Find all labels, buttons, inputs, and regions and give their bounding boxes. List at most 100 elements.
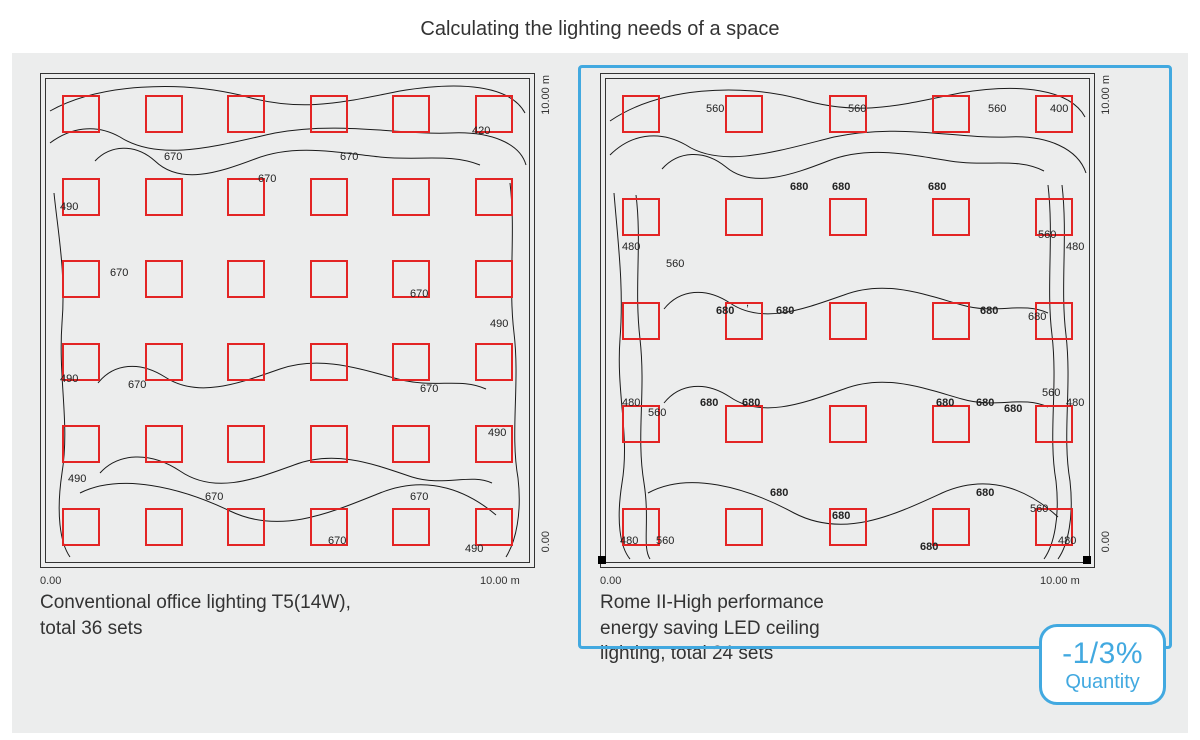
fixture-icon: [475, 260, 513, 298]
lux-value: 480: [1058, 535, 1076, 547]
fixture-icon: [310, 178, 348, 216]
plan-right: 560 560 560 400 680 680 680 480 560 560 480 680, 680…: [600, 73, 1095, 568]
lux-value: 680: [790, 181, 808, 193]
axis-x-max-right: 10.00 m: [1040, 575, 1080, 587]
plan-left-inner-border: [45, 78, 530, 563]
fixture-icon: [725, 95, 763, 133]
fixture-icon: [310, 343, 348, 381]
page-title: Calculating the lighting needs of a spac…: [0, 0, 1200, 53]
fixture-icon: [62, 425, 100, 463]
lux-value: 400: [1050, 103, 1068, 115]
fixture-icon: [392, 178, 430, 216]
lux-value: 560: [666, 258, 684, 270]
axis-x-min-right: 0.00: [600, 575, 621, 587]
fixture-icon: [829, 302, 867, 340]
fixture-icon: [622, 302, 660, 340]
lux-value: 670: [205, 491, 223, 503]
lux-value: ,: [746, 297, 749, 309]
lux-value: 680: [1004, 403, 1022, 415]
panel-conventional: 4206706704906706706704904906706704904906…: [40, 73, 550, 641]
lux-value: 680: [976, 397, 994, 409]
badge-label: Quantity: [1062, 671, 1143, 694]
lux-value: 560: [1038, 229, 1056, 241]
fixture-icon: [475, 178, 513, 216]
fixture-icon: [62, 95, 100, 133]
caption-right-line1: Rome II-High performance: [600, 590, 940, 616]
lux-value: 560: [1042, 387, 1060, 399]
lux-value: 670: [410, 491, 428, 503]
axis-x-max-left: 10.00 m: [480, 575, 520, 587]
lux-value: 420: [472, 125, 490, 137]
lux-value: 680: [832, 181, 850, 193]
lux-value: 680: [920, 541, 938, 553]
corner-dot-icon: [1083, 556, 1091, 564]
fixture-icon: [145, 95, 183, 133]
lux-value: 490: [488, 427, 506, 439]
caption-right-line3: lighting, total 24 sets: [600, 641, 940, 667]
fixture-icon: [392, 508, 430, 546]
fixture-icon: [932, 302, 970, 340]
fixture-icon: [227, 508, 265, 546]
lux-value: 680: [928, 181, 946, 193]
fixture-icon: [932, 198, 970, 236]
fixture-icon: [62, 508, 100, 546]
fixture-icon: [392, 95, 430, 133]
lux-value: 560: [706, 103, 724, 115]
caption-right-line2: energy saving LED ceiling: [600, 616, 940, 642]
axis-x-min-left: 0.00: [40, 575, 61, 587]
lux-value: 680: [1028, 311, 1046, 323]
lux-value: 480: [1066, 241, 1084, 253]
axis-y-max-left: 10.00 m: [540, 75, 552, 115]
lux-value: 490: [490, 318, 508, 330]
caption-right: Rome II-High performance energy saving L…: [600, 590, 940, 667]
corner-dot-icon: [598, 556, 606, 564]
fixture-icon: [62, 260, 100, 298]
fixture-icon: [1035, 405, 1073, 443]
caption-left: Conventional office lighting T5(14W), to…: [40, 590, 550, 641]
fixture-icon: [145, 178, 183, 216]
lux-value: 680: [776, 305, 794, 317]
fixture-icon: [392, 343, 430, 381]
fixture-icon: [227, 95, 265, 133]
fixture-icon: [932, 95, 970, 133]
caption-left-line1: Conventional office lighting T5(14W),: [40, 590, 550, 616]
lux-value: 560: [988, 103, 1006, 115]
fixture-icon: [227, 343, 265, 381]
lux-value: 480: [1066, 397, 1084, 409]
lux-value: 680: [936, 397, 954, 409]
savings-badge: -1/3% Quantity: [1039, 624, 1166, 706]
fixture-icon: [622, 95, 660, 133]
badge-value: -1/3%: [1062, 637, 1143, 672]
lux-value: 680: [832, 510, 850, 522]
axis-y-min-right: 0.00: [1100, 531, 1112, 552]
fixture-icon: [829, 198, 867, 236]
lux-value: 670: [420, 383, 438, 395]
lux-value: 680: [770, 487, 788, 499]
fixture-icon: [145, 425, 183, 463]
lux-value: 490: [68, 473, 86, 485]
caption-left-line2: total 36 sets: [40, 616, 550, 642]
fixture-icon: [227, 425, 265, 463]
fixture-icon: [725, 198, 763, 236]
fixture-icon: [145, 260, 183, 298]
fixture-icon: [392, 425, 430, 463]
lux-value: 680: [716, 305, 734, 317]
lux-value: 560: [848, 103, 866, 115]
fixture-icon: [145, 343, 183, 381]
lux-value: 560: [656, 535, 674, 547]
fixture-icon: [725, 508, 763, 546]
fixture-icon: [475, 508, 513, 546]
lux-value: 670: [164, 151, 182, 163]
fixture-icon: [310, 260, 348, 298]
lux-value: 680: [742, 397, 760, 409]
lux-value: 560: [1030, 503, 1048, 515]
fixture-icon: [622, 198, 660, 236]
axis-y-max-right: 10.00 m: [1100, 75, 1112, 115]
fixture-icon: [227, 260, 265, 298]
lux-value: 480: [622, 241, 640, 253]
lux-value: 680: [700, 397, 718, 409]
fixture-icon: [310, 425, 348, 463]
lux-value: 680: [976, 487, 994, 499]
fixture-icon: [725, 405, 763, 443]
lux-value: 560: [648, 407, 666, 419]
